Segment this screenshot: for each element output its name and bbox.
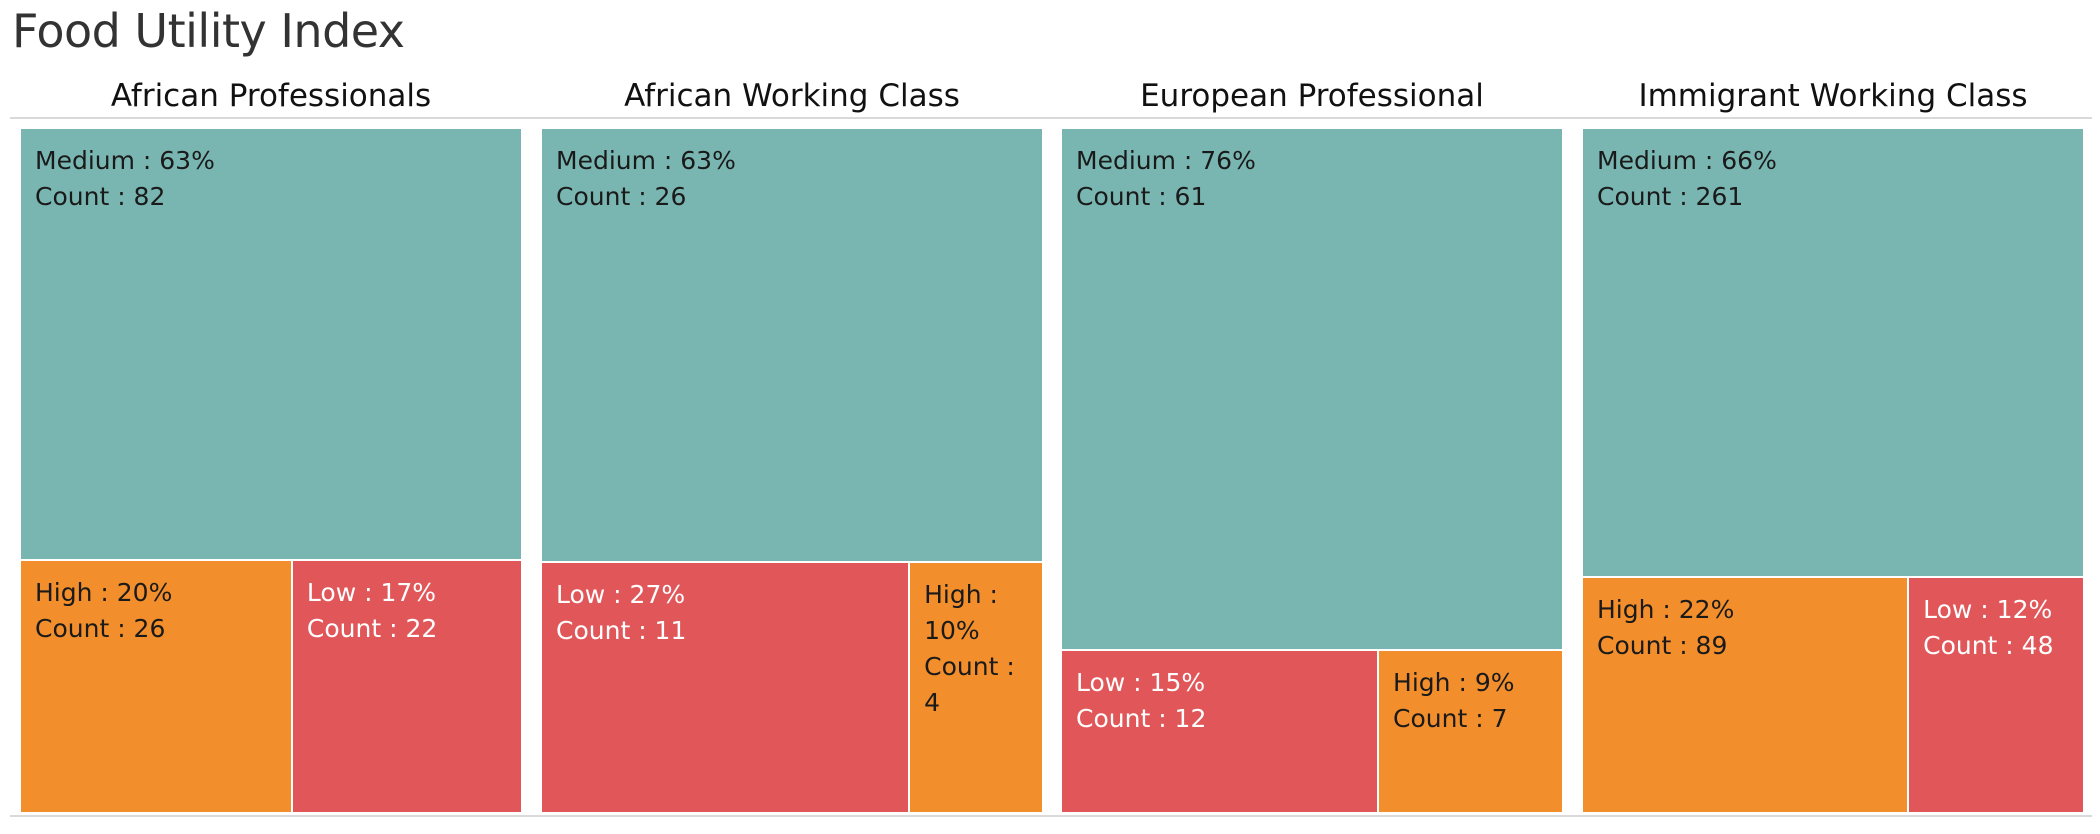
cell-label: High : 20% Count : 26 xyxy=(35,578,173,644)
header-divider xyxy=(10,117,2092,119)
panel-title: African Professionals xyxy=(110,78,432,114)
cell-label: Low : 12% Count : 48 xyxy=(1923,595,2054,661)
treemap-cell-low[interactable]: Low : 15% Count : 12 xyxy=(1061,650,1379,813)
cell-label: Medium : 63% Count : 26 xyxy=(556,146,736,211)
panel-title: European Professional xyxy=(1140,78,1484,114)
treemap-cell-high[interactable]: High : 10% Count : 4 xyxy=(909,562,1043,813)
treemap-cell-low[interactable]: Low : 17% Count : 22 xyxy=(291,560,522,813)
footer-divider xyxy=(10,815,2092,817)
cell-label: Medium : 63% Count : 82 xyxy=(35,146,215,211)
panel-title: African Working Class xyxy=(624,78,960,114)
cell-label: Medium : 76% Count : 61 xyxy=(1076,146,1256,211)
treemap-cell-medium[interactable]: Medium : 63% Count : 82 xyxy=(20,128,522,561)
cell-label: High : 22% Count : 89 xyxy=(1597,595,1735,661)
panel-title: Immigrant Working Class xyxy=(1638,78,2028,114)
treemap-cell-low[interactable]: Low : 27% Count : 11 xyxy=(541,562,910,813)
treemap-cell-high[interactable]: High : 20% Count : 26 xyxy=(20,560,292,813)
cell-label: Low : 27% Count : 11 xyxy=(556,580,687,646)
treemap-cell-high[interactable]: High : 22% Count : 89 xyxy=(1582,577,1909,813)
cell-label: Low : 15% Count : 12 xyxy=(1076,668,1207,734)
treemap-cell-medium[interactable]: Medium : 76% Count : 61 xyxy=(1061,128,1563,651)
chart-title: Food Utility Index xyxy=(12,4,405,58)
cell-label: Medium : 66% Count : 261 xyxy=(1597,146,1777,211)
treemap-cell-medium[interactable]: Medium : 66% Count : 261 xyxy=(1582,128,2084,578)
treemap-cell-high[interactable]: High : 9% Count : 7 xyxy=(1378,650,1563,813)
treemap-cell-medium[interactable]: Medium : 63% Count : 26 xyxy=(541,128,1043,563)
cell-label: High : 10% Count : 4 xyxy=(924,580,1015,718)
treemap-cell-low[interactable]: Low : 12% Count : 48 xyxy=(1908,577,2084,813)
cell-label: Low : 17% Count : 22 xyxy=(306,578,438,644)
cell-label: High : 9% Count : 7 xyxy=(1393,668,1515,734)
